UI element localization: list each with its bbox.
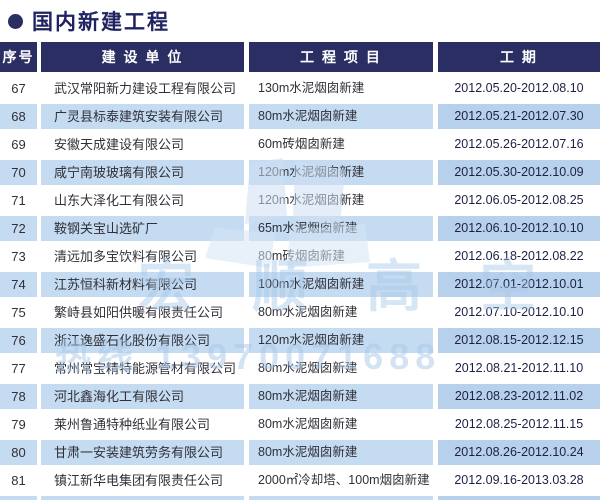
table-row: 74 江苏恒科新材料有限公司 100m水泥烟囱新建 2012.07.01-201… bbox=[0, 272, 600, 297]
row-index-cell: 72 bbox=[0, 216, 37, 241]
row-period-cell: 2012.07.10-2012.10.10 bbox=[454, 305, 584, 319]
row-period-cell: 2012.08.21-2012.11.10 bbox=[454, 361, 584, 375]
table-row: 76 浙江逸盛石化股份有限公司 120m水泥烟囱新建 2012.08.15-20… bbox=[0, 328, 600, 353]
row-company-cell: 安徽天成建设有限公司 bbox=[54, 137, 185, 152]
row-company-cell: 江苏恒科新材料有限公司 bbox=[41, 272, 244, 297]
table-row: 70 咸宁南玻玻璃有限公司 120m水泥烟囱新建 2012.05.30-2012… bbox=[0, 160, 600, 185]
table-row: 69 安徽天成建设有限公司 60m砖烟囱新建 2012.05.26-2012.0… bbox=[0, 132, 600, 157]
row-period-cell: 2012.06.10-2012.10.10 bbox=[438, 216, 600, 241]
table-row: 71 山东大泽化工有限公司 120m水泥烟囱新建 2012.06.05-2012… bbox=[0, 188, 600, 213]
row-index-cell: 77 bbox=[11, 361, 26, 376]
row-project-cell: 120m水泥烟囱新建 bbox=[258, 193, 365, 207]
bullet-icon bbox=[8, 13, 23, 29]
table-row: 79 莱州鲁通特种纸业有限公司 80m水泥烟囱新建 2012.08.25-201… bbox=[0, 412, 600, 437]
row-period-cell: 2012.08.15-2012.12.15 bbox=[438, 328, 600, 353]
table-body: 67 武汉常阳新力建设工程有限公司 130m水泥烟囱新建 2012.05.20-… bbox=[0, 76, 600, 493]
table-row: 73 清远加多宝饮料有限公司 80m砖烟囱新建 2012.06.18-2012.… bbox=[0, 244, 600, 269]
row-project-cell: 80m水泥烟囱新建 bbox=[258, 305, 358, 319]
row-period-cell: 2012.07.01-2012.10.01 bbox=[438, 272, 600, 297]
row-index-cell: 78 bbox=[0, 384, 37, 409]
partial-next-row bbox=[0, 496, 600, 500]
row-project-cell: 100m水泥烟囱新建 bbox=[249, 272, 433, 297]
table-row: 78 河北鑫海化工有限公司 80m水泥烟囱新建 2012.08.23-2012.… bbox=[0, 384, 600, 409]
row-index-cell: 73 bbox=[11, 249, 26, 264]
row-company-cell: 浙江逸盛石化股份有限公司 bbox=[41, 328, 244, 353]
row-company-cell: 山东大泽化工有限公司 bbox=[54, 193, 185, 208]
row-index-cell: 69 bbox=[11, 137, 26, 152]
table-row: 75 繁峙县如阳供暖有限责任公司 80m水泥烟囱新建 2012.07.10-20… bbox=[0, 300, 600, 325]
row-company-cell: 武汉常阳新力建设工程有限公司 bbox=[54, 81, 237, 96]
table-header: 序号 建 设 单 位 工 程 项 目 工 期 bbox=[0, 42, 600, 72]
row-company-cell: 咸宁南玻玻璃有限公司 bbox=[41, 160, 244, 185]
row-company-cell: 繁峙县如阳供暖有限责任公司 bbox=[54, 305, 224, 320]
title-bar: 国内新建工程 bbox=[0, 0, 600, 42]
row-project-cell: 60m砖烟囱新建 bbox=[258, 137, 345, 151]
row-company-cell: 常州常宝精特能源管材有限公司 bbox=[54, 361, 237, 376]
row-period-cell: 2012.06.18-2012.08.22 bbox=[454, 249, 584, 263]
row-index-cell: 80 bbox=[0, 440, 37, 465]
row-index-cell: 76 bbox=[0, 328, 37, 353]
table-row: 72 鞍钢关宝山选矿厂 65m水泥烟囱新建 2012.06.10-2012.10… bbox=[0, 216, 600, 241]
row-index-cell: 74 bbox=[0, 272, 37, 297]
row-index-cell: 79 bbox=[11, 417, 26, 432]
row-project-cell: 80m水泥烟囱新建 bbox=[249, 440, 433, 465]
header-company-cell: 建 设 单 位 bbox=[41, 42, 244, 72]
partial-cell bbox=[438, 496, 600, 500]
row-project-cell: 80m水泥烟囱新建 bbox=[249, 384, 433, 409]
row-index-cell: 71 bbox=[11, 193, 26, 208]
header-index-cell: 序号 bbox=[0, 42, 37, 72]
row-index-cell: 70 bbox=[0, 160, 37, 185]
partial-cell bbox=[249, 496, 433, 500]
table-row: 67 武汉常阳新力建设工程有限公司 130m水泥烟囱新建 2012.05.20-… bbox=[0, 76, 600, 101]
row-project-cell: 130m水泥烟囱新建 bbox=[258, 81, 365, 95]
row-company-cell: 莱州鲁通特种纸业有限公司 bbox=[54, 417, 211, 432]
row-project-cell: 80m水泥烟囱新建 bbox=[249, 104, 433, 129]
row-period-cell: 2012.08.26-2012.10.24 bbox=[438, 440, 600, 465]
row-index-cell: 81 bbox=[11, 473, 26, 488]
table-row: 81 镇江新华电集团有限责任公司 2000㎡冷却塔、100m烟囱新建 2012.… bbox=[0, 468, 600, 493]
row-company-cell: 鞍钢关宝山选矿厂 bbox=[41, 216, 244, 241]
row-project-cell: 120m水泥烟囱新建 bbox=[249, 328, 433, 353]
row-project-cell: 80m水泥烟囱新建 bbox=[258, 417, 358, 431]
row-company-cell: 甘肃一安装建筑劳务有限公司 bbox=[41, 440, 244, 465]
row-period-cell: 2012.06.05-2012.08.25 bbox=[454, 193, 584, 207]
row-period-cell: 2012.09.16-2013.03.28 bbox=[454, 473, 584, 487]
row-company-cell: 广灵县标泰建筑安装有限公司 bbox=[41, 104, 244, 129]
row-company-cell: 清远加多宝饮料有限公司 bbox=[54, 249, 198, 264]
table-row: 77 常州常宝精特能源管材有限公司 80m水泥烟囱新建 2012.08.21-2… bbox=[0, 356, 600, 381]
header-period-cell: 工 期 bbox=[438, 42, 600, 72]
row-index-cell: 67 bbox=[11, 81, 26, 96]
row-period-cell: 2012.05.21-2012.07.30 bbox=[438, 104, 600, 129]
row-period-cell: 2012.05.30-2012.10.09 bbox=[438, 160, 600, 185]
table-row: 80 甘肃一安装建筑劳务有限公司 80m水泥烟囱新建 2012.08.26-20… bbox=[0, 440, 600, 465]
row-project-cell: 80m砖烟囱新建 bbox=[258, 249, 345, 263]
row-project-cell: 65m水泥烟囱新建 bbox=[249, 216, 433, 241]
row-project-cell: 2000㎡冷却塔、100m烟囱新建 bbox=[258, 473, 430, 487]
partial-cell bbox=[41, 496, 244, 500]
page-title: 国内新建工程 bbox=[32, 11, 170, 34]
partial-cell bbox=[0, 496, 37, 500]
header-project-cell: 工 程 项 目 bbox=[249, 42, 433, 72]
row-project-cell: 120m水泥烟囱新建 bbox=[249, 160, 433, 185]
row-index-cell: 75 bbox=[11, 305, 26, 320]
row-period-cell: 2012.08.23-2012.11.02 bbox=[438, 384, 600, 409]
row-period-cell: 2012.08.25-2012.11.15 bbox=[454, 417, 584, 431]
row-index-cell: 68 bbox=[0, 104, 37, 129]
row-project-cell: 80m水泥烟囱新建 bbox=[258, 361, 358, 375]
row-period-cell: 2012.05.26-2012.07.16 bbox=[454, 137, 584, 151]
row-company-cell: 河北鑫海化工有限公司 bbox=[41, 384, 244, 409]
row-period-cell: 2012.05.20-2012.08.10 bbox=[454, 81, 584, 95]
row-company-cell: 镇江新华电集团有限责任公司 bbox=[54, 473, 224, 488]
table-row: 68 广灵县标泰建筑安装有限公司 80m水泥烟囱新建 2012.05.21-20… bbox=[0, 104, 600, 129]
